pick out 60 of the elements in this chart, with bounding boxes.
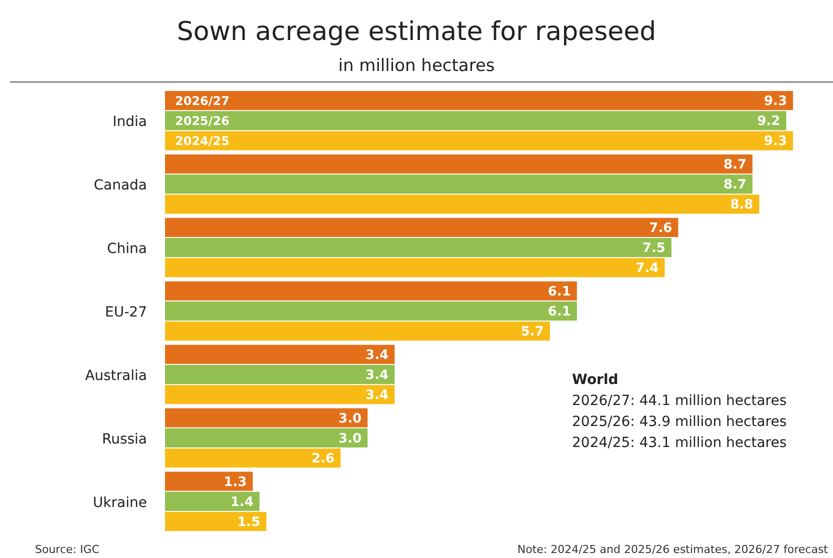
annotation: 2026/27: 44.1 million hectares <box>572 393 787 409</box>
annotation: 2024/25: 43.1 million hectares <box>572 435 787 451</box>
y-tick-label: EU-27 <box>105 304 147 320</box>
data-label: 8.7 <box>723 158 746 172</box>
bar <box>165 218 678 237</box>
series-label: 2026/27 <box>175 94 230 108</box>
data-label: 3.4 <box>366 388 389 404</box>
data-label: 3.0 <box>338 431 362 446</box>
data-label: 9.2 <box>757 114 780 130</box>
data-label: 1.5 <box>237 514 260 530</box>
data-label: 7.4 <box>636 261 659 276</box>
annotation: World <box>572 372 618 388</box>
bar <box>165 281 577 300</box>
data-label: 9.3 <box>764 94 787 110</box>
data-label: 1.4 <box>230 494 254 510</box>
text: Note: 2024/25 and 2025/26 estimates, 2026/27 forecast <box>517 543 829 556</box>
y-tick-label: Ukraine <box>92 494 147 511</box>
data-label: 7.5 <box>642 241 666 256</box>
data-label: 3.4 <box>366 368 389 383</box>
bar <box>165 258 665 278</box>
bar <box>165 91 793 110</box>
y-tick-label: India <box>112 114 147 130</box>
source-note: Source: IGC <box>35 543 100 556</box>
bar <box>165 301 577 321</box>
bar <box>165 364 395 384</box>
data-label: 9.3 <box>764 134 787 150</box>
data-label: 3.4 <box>366 348 389 363</box>
chart-subtitle: in million hectares <box>338 56 495 76</box>
bar <box>165 344 395 364</box>
series-label: 2025/26 <box>175 114 230 128</box>
bar <box>165 238 672 258</box>
data-label: 8.8 <box>730 198 754 213</box>
bar <box>165 408 368 428</box>
data-label: 5.7 <box>520 324 544 340</box>
bar <box>165 194 760 214</box>
series-label: 2024/25 <box>175 134 230 148</box>
data-label: 3.0 <box>338 411 362 426</box>
bar <box>165 174 752 194</box>
data-label: 6.1 <box>548 304 571 320</box>
chart-title: Sown acreage estimate for rapeseed <box>176 17 656 47</box>
bar <box>165 154 752 174</box>
data-label: 6.1 <box>548 284 571 300</box>
bar <box>165 111 786 130</box>
y-tick-label: Australia <box>85 368 147 384</box>
annotation: 2025/26: 43.9 million hectares <box>572 414 787 430</box>
bar <box>165 322 550 341</box>
y-tick-label: Russia <box>102 431 147 448</box>
data-label: 8.7 <box>723 178 746 193</box>
bar <box>165 428 368 448</box>
bar <box>165 385 395 404</box>
bar <box>165 492 260 511</box>
bar <box>165 448 341 468</box>
data-label: 2.6 <box>312 452 335 466</box>
y-tick-label: China <box>107 241 147 258</box>
bar <box>165 512 266 531</box>
bar <box>165 131 793 150</box>
data-label: 7.6 <box>649 220 672 236</box>
y-tick-label: Canada <box>94 178 147 194</box>
data-label: 1.3 <box>224 474 247 490</box>
bar <box>165 472 253 491</box>
